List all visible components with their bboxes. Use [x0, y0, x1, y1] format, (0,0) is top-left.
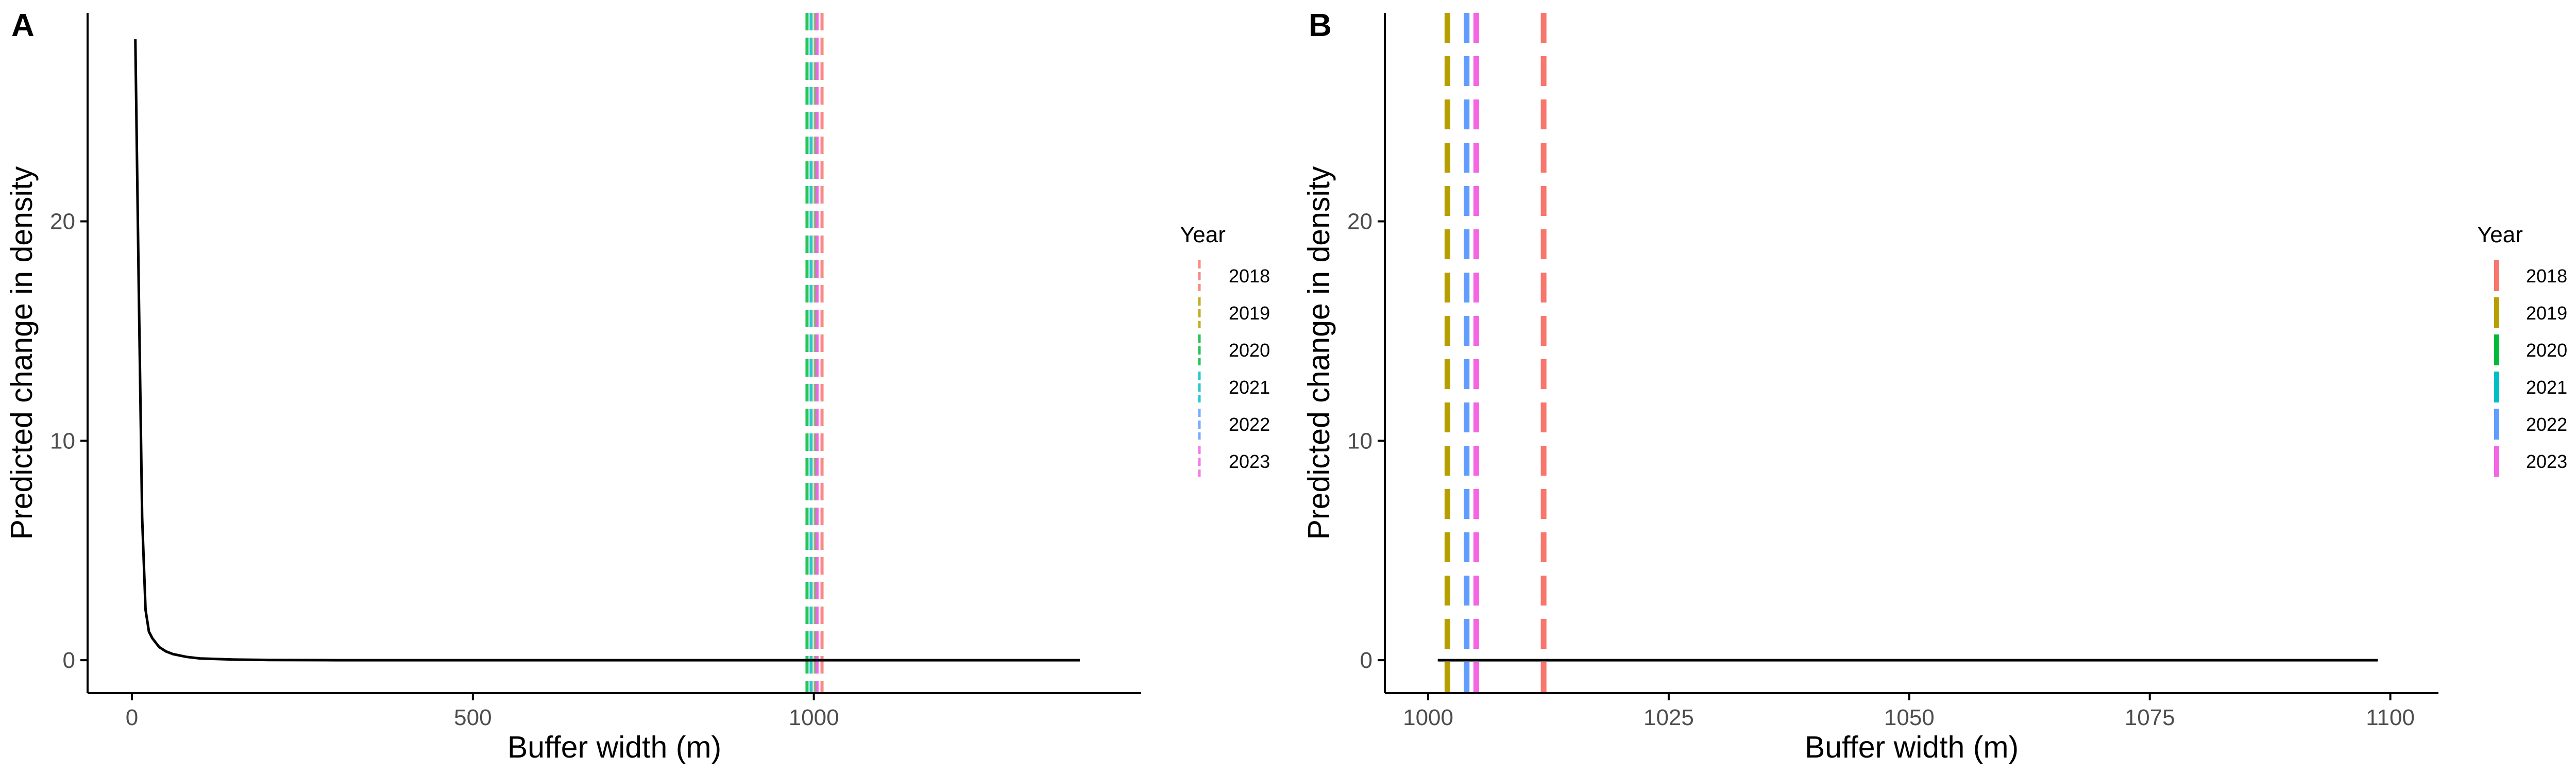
x-tick-label: 1100: [2366, 705, 2415, 730]
legend-label-2021: 2021: [1229, 377, 1270, 398]
y-tick-label: 20: [50, 209, 75, 234]
x-tick-label: 1025: [1643, 705, 1694, 730]
panel-tag: A: [11, 8, 35, 43]
panel-tag: B: [1309, 8, 1332, 43]
x-tick-label: 1075: [2125, 705, 2175, 730]
panel-a: A 0 10 20 0 500 1000 Buffer width (m) Predicted …: [5, 8, 1270, 764]
y-tick-label: 0: [1360, 648, 1372, 673]
panel-b: B 0 10 20 1000 1025 1050 1075 1100 Buffer width (…: [1302, 8, 2567, 764]
legend-label-2019: 2019: [1229, 303, 1270, 324]
y-axis-title: Predicted change in density: [5, 166, 39, 540]
legend-label-2019: 2019: [2526, 303, 2567, 324]
x-axis-title: Buffer width (m): [1805, 730, 2019, 764]
legend-title: Year: [1180, 222, 1226, 247]
y-tick-label: 0: [63, 648, 75, 673]
x-tick-label: 1050: [1884, 705, 1935, 730]
legend-label-2018: 2018: [2526, 265, 2567, 287]
y-tick-label: 20: [1347, 209, 1372, 234]
y-tick-label: 10: [1347, 428, 1372, 453]
y-axis-title: Predicted change in density: [1302, 166, 1336, 540]
series-line: [134, 39, 1080, 662]
legend-label-2020: 2020: [2526, 340, 2567, 361]
x-tick-label: 500: [454, 705, 492, 730]
legend-label-2018: 2018: [1229, 265, 1270, 287]
legend-label-2021: 2021: [2526, 377, 2567, 398]
y-tick-label: 10: [50, 428, 75, 453]
legend-label-2022: 2022: [1229, 414, 1270, 435]
x-tick-label: 1000: [789, 705, 839, 730]
legend-label-2023: 2023: [1229, 451, 1270, 472]
legend-label-2020: 2020: [1229, 340, 1270, 361]
legend-title: Year: [2477, 222, 2523, 247]
legend-label-2023: 2023: [2526, 451, 2567, 472]
x-tick-label: 0: [126, 705, 138, 730]
legend-label-2022: 2022: [2526, 414, 2567, 435]
x-axis-title: Buffer width (m): [507, 730, 721, 764]
x-tick-label: 1000: [1403, 705, 1453, 730]
